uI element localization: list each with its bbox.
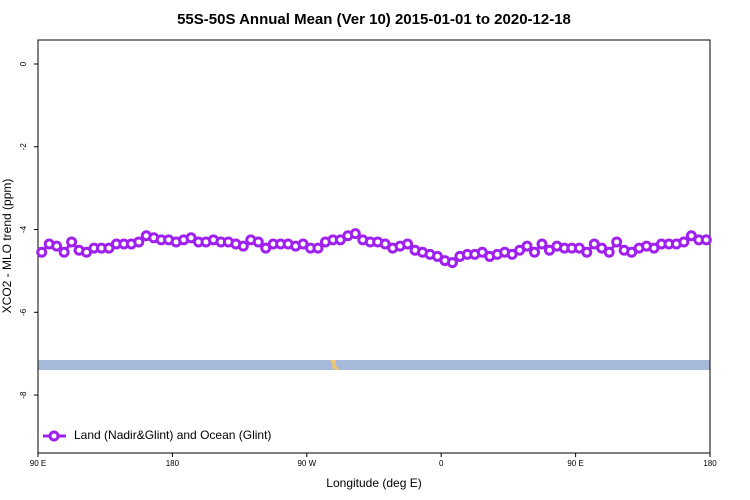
y-tick-label: -8: [19, 391, 28, 399]
point: [349, 228, 361, 240]
point: [252, 236, 264, 248]
point: [678, 236, 690, 248]
land-ocean-strip: [38, 360, 710, 370]
x-tick-label: 90 W: [297, 459, 316, 468]
y-tick-label: -2: [19, 143, 28, 151]
point: [312, 242, 324, 254]
x-tick-label: 90 E: [567, 459, 583, 468]
legend-label: Land (Nadir&Glint) and Ocean (Glint): [74, 428, 271, 442]
x-tick-label: 0: [439, 459, 444, 468]
point: [700, 234, 712, 246]
legend-marker: [48, 430, 60, 442]
point: [58, 246, 70, 258]
point: [521, 240, 533, 252]
x-axis-label: Longitude (deg E): [326, 476, 421, 490]
point: [536, 238, 548, 250]
point: [402, 238, 414, 250]
x-tick-label: 90 E: [30, 459, 46, 468]
x-tick-label: 180: [703, 459, 717, 468]
point: [446, 257, 458, 269]
point: [36, 246, 48, 258]
point: [66, 236, 78, 248]
plot-frame: [37, 39, 711, 454]
point: [237, 240, 249, 252]
point: [611, 236, 623, 248]
y-tick-label: 0: [19, 61, 28, 66]
point: [529, 246, 541, 258]
y-tick-label: -4: [19, 225, 28, 233]
point: [51, 240, 63, 252]
point: [133, 236, 145, 248]
point: [581, 246, 593, 258]
y-axis-label: XCO2 - MLO trend (ppm): [0, 179, 14, 314]
x-tick-label: 180: [166, 459, 180, 468]
land-patch: [330, 360, 340, 370]
chart-title: 55S-50S Annual Mean (Ver 10) 2015-01-01 …: [177, 11, 571, 28]
point: [603, 246, 615, 258]
y-tick-label: -6: [19, 308, 28, 316]
